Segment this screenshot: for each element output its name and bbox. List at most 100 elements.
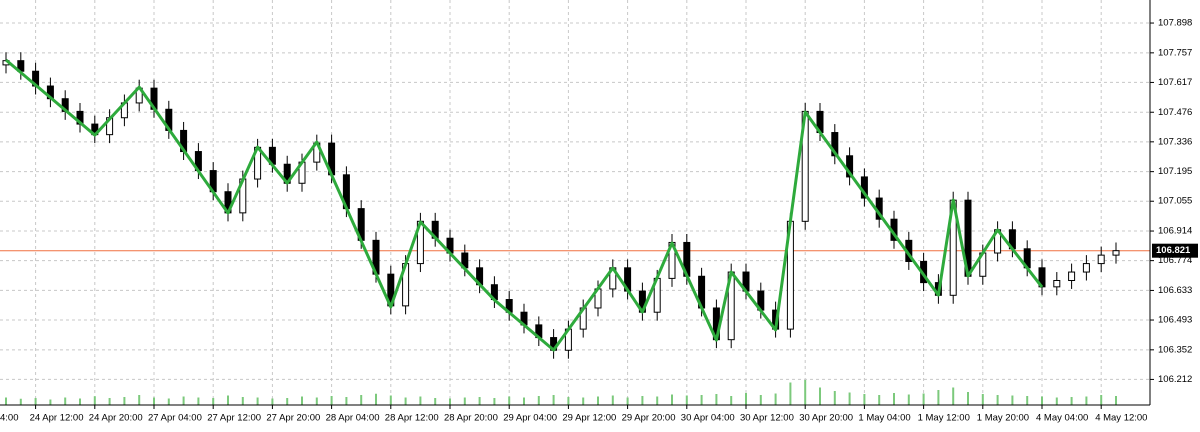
volume-bar	[1055, 397, 1058, 405]
volume-bar	[582, 397, 585, 405]
volume-bar	[1011, 395, 1014, 405]
y-tick-label: 106.774	[1158, 255, 1192, 266]
x-tick-label: 24 Apr 20:00	[89, 413, 143, 424]
volume-bar	[79, 398, 81, 405]
y-tick-label: 106.493	[1158, 315, 1192, 326]
volume-bar	[952, 387, 955, 405]
volume-bar	[301, 396, 303, 405]
volume-bar	[404, 397, 407, 405]
volume-bar	[1041, 396, 1043, 405]
volume-bar	[49, 399, 52, 405]
y-tick-label: 107.757	[1158, 47, 1192, 58]
volume-bar	[1070, 397, 1073, 405]
y-tick-label: 107.476	[1158, 107, 1192, 118]
volume-bar	[182, 396, 185, 405]
volume-bar	[197, 397, 200, 405]
volume-bar	[212, 398, 215, 405]
volume-bar	[745, 393, 747, 405]
y-tick-label: 107.336	[1158, 136, 1192, 147]
volume-bar	[523, 397, 525, 405]
volume-bar	[123, 397, 126, 405]
volume-bar	[537, 396, 540, 405]
y-tick-label: 106.212	[1158, 374, 1192, 385]
x-tick-label: 1 May 12:00	[918, 413, 970, 424]
volume-bar	[1085, 396, 1088, 405]
volume-bar	[389, 395, 392, 405]
volume-bar	[907, 394, 910, 405]
volume-bar	[730, 396, 733, 405]
volume-bar	[819, 387, 821, 405]
volume-bar	[863, 394, 866, 405]
volume-bar	[671, 394, 673, 405]
x-tick-label: 4 May 04:00	[1036, 413, 1088, 424]
y-tick-label: 107.195	[1158, 166, 1192, 177]
volume-bar	[1026, 396, 1029, 405]
volume-bar	[922, 393, 925, 405]
x-tick-label: 4 May 12:00	[1095, 413, 1147, 424]
volume-bar	[271, 398, 274, 405]
y-tick-label: 107.617	[1158, 77, 1192, 88]
current-price-tag	[1152, 243, 1198, 258]
x-tick-label: 24 Apr 12:00	[30, 413, 84, 424]
volume-bar	[656, 396, 659, 405]
volume-bar	[315, 397, 318, 405]
volume-bar	[138, 395, 141, 405]
y-tick-label: 107.898	[1158, 18, 1192, 29]
volume-bar	[611, 395, 614, 405]
volume-bar	[360, 395, 363, 405]
x-tick-label: 27 Apr 04:00	[148, 413, 202, 424]
volume-bar	[19, 398, 22, 405]
x-tick-label: 30 Apr 12:00	[740, 413, 794, 424]
volume-bar	[227, 395, 229, 405]
volume-bar	[286, 398, 289, 405]
candle-body	[1053, 279, 1061, 288]
x-tick-label: 4:00	[0, 413, 19, 424]
volume-bar	[256, 397, 259, 405]
volume-bar	[552, 395, 555, 405]
y-tick-label: 107.055	[1158, 196, 1192, 207]
x-tick-label: 28 Apr 20:00	[444, 413, 498, 424]
candle-body	[1068, 271, 1076, 281]
x-tick-label: 28 Apr 12:00	[385, 413, 439, 424]
volume-bar	[685, 395, 688, 405]
y-tick-label: 106.352	[1158, 344, 1192, 355]
volume-bar	[789, 382, 792, 405]
volume-bar	[493, 398, 496, 405]
volume-bar	[1100, 395, 1103, 405]
volume-bar	[848, 392, 851, 405]
volume-bar	[478, 397, 481, 405]
volume-bar	[108, 398, 111, 405]
volume-bar	[967, 392, 969, 405]
candle-body	[846, 155, 854, 178]
volume-bar	[597, 396, 599, 405]
x-tick-label: 27 Apr 12:00	[207, 413, 261, 424]
x-tick-label: 30 Apr 04:00	[681, 413, 735, 424]
y-tick-label: 106.914	[1158, 226, 1192, 237]
x-tick-label: 1 May 04:00	[858, 413, 910, 424]
volume-bar	[996, 395, 999, 405]
volume-bar	[937, 390, 940, 405]
volume-bar	[241, 397, 244, 405]
volume-bar	[508, 396, 511, 405]
volume-bar	[153, 397, 155, 405]
volume-bar	[93, 396, 96, 405]
candle-body	[1082, 263, 1090, 273]
volume-bar	[463, 397, 466, 405]
volume-bar	[419, 396, 422, 405]
volume-bar	[641, 396, 644, 405]
volume-bar	[5, 397, 7, 405]
volume-bar	[759, 395, 762, 405]
x-tick-label: 29 Apr 04:00	[503, 413, 557, 424]
volume-bar	[567, 397, 570, 405]
volume-bar	[167, 398, 170, 405]
x-tick-label: 29 Apr 12:00	[562, 413, 616, 424]
current-price-label: 106.821	[1156, 245, 1191, 256]
x-tick-label: 28 Apr 04:00	[326, 413, 380, 424]
volume-bar	[804, 380, 807, 405]
zigzag-line	[5, 58, 1044, 352]
volume-bar	[715, 394, 718, 405]
volume-bar	[893, 393, 895, 405]
